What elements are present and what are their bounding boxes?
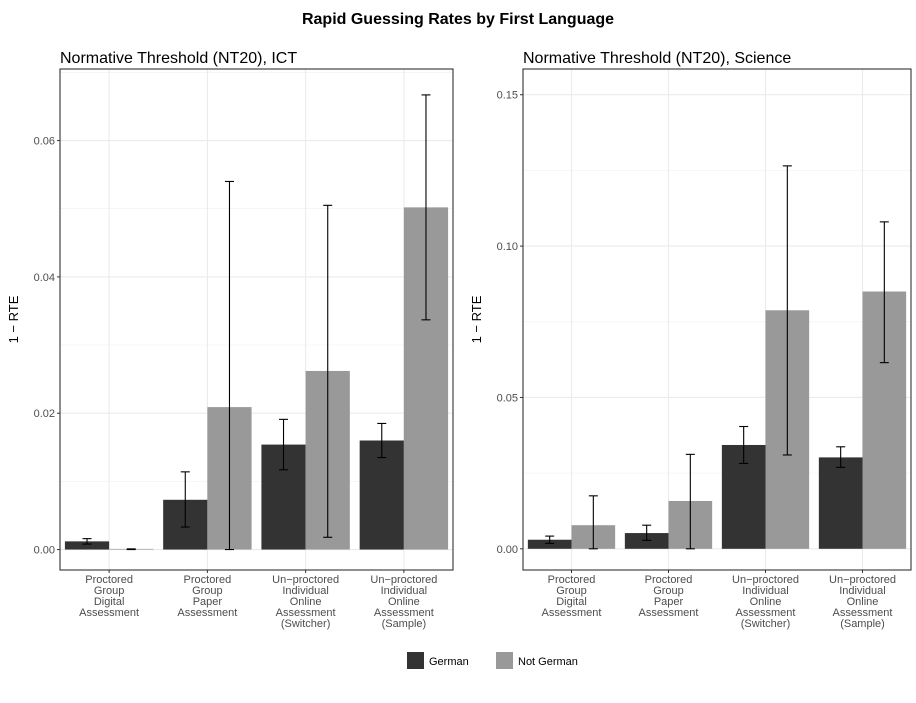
y-tick-label: 0.04 bbox=[34, 272, 55, 284]
y-tick-label: 0.10 bbox=[497, 241, 518, 253]
y-tick-label: 0.00 bbox=[497, 544, 518, 556]
legend-swatch-not-german bbox=[496, 652, 513, 669]
panel-1: Normative Threshold (NT20), ICT 0.00 0.02 0… bbox=[6, 50, 453, 630]
y-tick-label: 0.15 bbox=[497, 90, 518, 102]
legend-label-german: German bbox=[429, 656, 469, 668]
chart-title: Rapid Guessing Rates by First Language bbox=[302, 11, 614, 28]
x-tick-label: Un−proctored Individual Online Assessment (S… bbox=[272, 574, 339, 630]
x-tick-label: Proctored Group Digital Assessment bbox=[79, 574, 139, 619]
x-tick-label: Proctored Group Paper Assessment bbox=[177, 574, 237, 619]
x-tick-label: Un−proctored Individual Online Assessment (S… bbox=[370, 574, 437, 630]
legend: German Not German bbox=[407, 652, 578, 669]
panel-title: Normative Threshold (NT20), Science bbox=[523, 50, 791, 67]
x-tick-label: Proctored Group Paper Assessment bbox=[639, 574, 699, 619]
y-tick-label: 0.06 bbox=[34, 136, 55, 148]
x-tick-label: Un−proctored Individual Online Assessment (S… bbox=[829, 574, 896, 630]
y-axis-label: 1 − RTE bbox=[6, 295, 21, 343]
y-axis-label: 1 − RTE bbox=[469, 295, 484, 343]
y-tick-label: 0.05 bbox=[497, 392, 518, 404]
x-tick-label: Proctored Group Digital Assessment bbox=[542, 574, 602, 619]
legend-swatch-german bbox=[407, 652, 424, 669]
y-tick-label: 0.02 bbox=[34, 408, 55, 420]
panel-title: Normative Threshold (NT20), ICT bbox=[60, 50, 297, 67]
x-tick-label: Un−proctored Individual Online Assessment (S… bbox=[732, 574, 799, 630]
panel-2: Normative Threshold (NT20), Science 0.00 0… bbox=[469, 50, 911, 630]
chart-panels: Normative Threshold (NT20), ICT 0.00 0.02 0… bbox=[6, 50, 911, 630]
legend-label-not-german: Not German bbox=[518, 656, 578, 668]
y-tick-label: 0.00 bbox=[34, 545, 55, 557]
bar bbox=[819, 457, 863, 548]
